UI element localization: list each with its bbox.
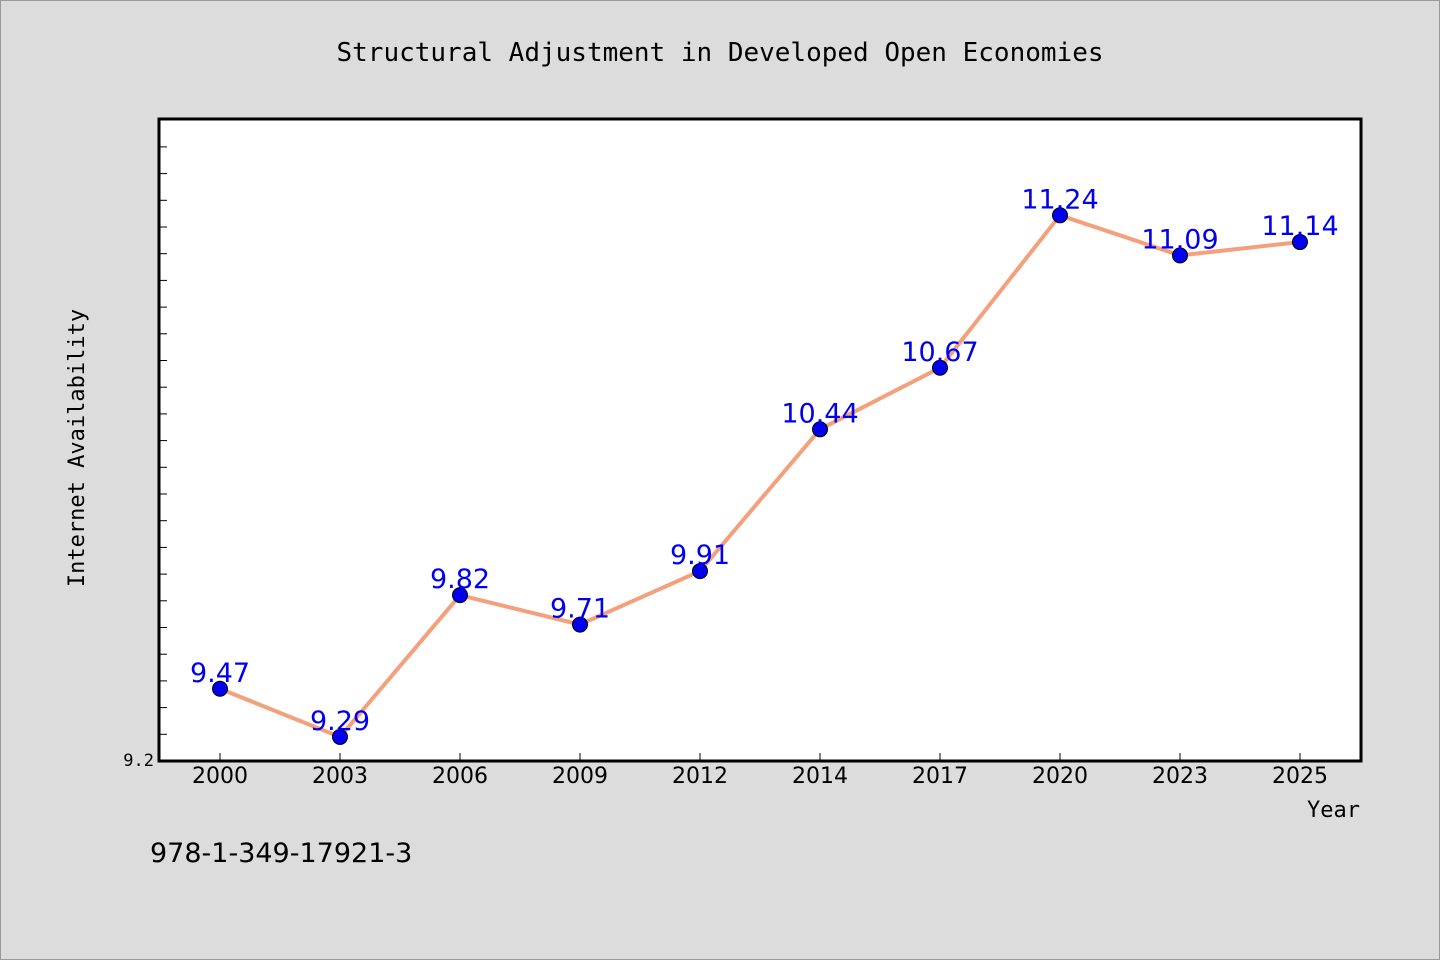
data-label: 9.47 [190, 658, 250, 689]
x-tick-label: 2000 [192, 764, 248, 789]
x-tick-label: 2009 [552, 764, 608, 789]
data-label: 9.91 [670, 540, 730, 571]
data-labels: 9.47 9.29 9.82 9.71 9.91 10.44 10.67 11.24 11.09… [190, 184, 1339, 737]
y-axis-label: Internet Availability [65, 309, 90, 587]
x-tick-label: 2025 [1272, 764, 1328, 789]
series-line [218, 213, 1302, 739]
data-point [212, 680, 228, 697]
x-tick-label: 2020 [1032, 764, 1088, 789]
data-point [452, 587, 468, 604]
data-point [812, 421, 828, 438]
x-tick-label: 2012 [672, 764, 728, 789]
data-label: 11.14 [1261, 211, 1338, 242]
data-label: 9.71 [550, 594, 610, 625]
data-label: 11.24 [1021, 184, 1098, 215]
data-label: 9.29 [310, 706, 370, 737]
isbn-text: 978-1-349-17921-3 [150, 838, 412, 869]
x-axis-ticks: 2000 2003 2006 2009 2012 2014 2017 2020 2023 2025 [192, 753, 1328, 789]
data-point [1292, 234, 1308, 251]
data-label: 10.44 [781, 398, 858, 429]
x-tick-label: 2003 [312, 764, 368, 789]
data-point [692, 563, 708, 580]
data-label: 9.82 [430, 564, 490, 595]
data-point [572, 616, 588, 633]
series-markers [212, 207, 1308, 745]
x-tick-label: 2017 [912, 764, 968, 789]
x-tick-label: 2006 [432, 764, 488, 789]
data-point [1172, 247, 1188, 264]
data-point [932, 359, 948, 376]
plot-area [157, 117, 1363, 763]
data-label: 10.67 [901, 337, 978, 368]
y-axis-ticks [159, 146, 167, 735]
x-tick-label: 2014 [792, 764, 848, 789]
data-point [332, 728, 348, 745]
data-label: 11.09 [1141, 224, 1218, 255]
series-line-group [218, 213, 1302, 739]
x-tick-label: 2023 [1152, 764, 1208, 789]
data-point [1052, 207, 1068, 224]
y-tick-label: 9.2 [123, 751, 154, 771]
x-axis-label: Year [1307, 798, 1360, 823]
chart-title: Structural Adjustment in Developed Open … [336, 38, 1103, 68]
